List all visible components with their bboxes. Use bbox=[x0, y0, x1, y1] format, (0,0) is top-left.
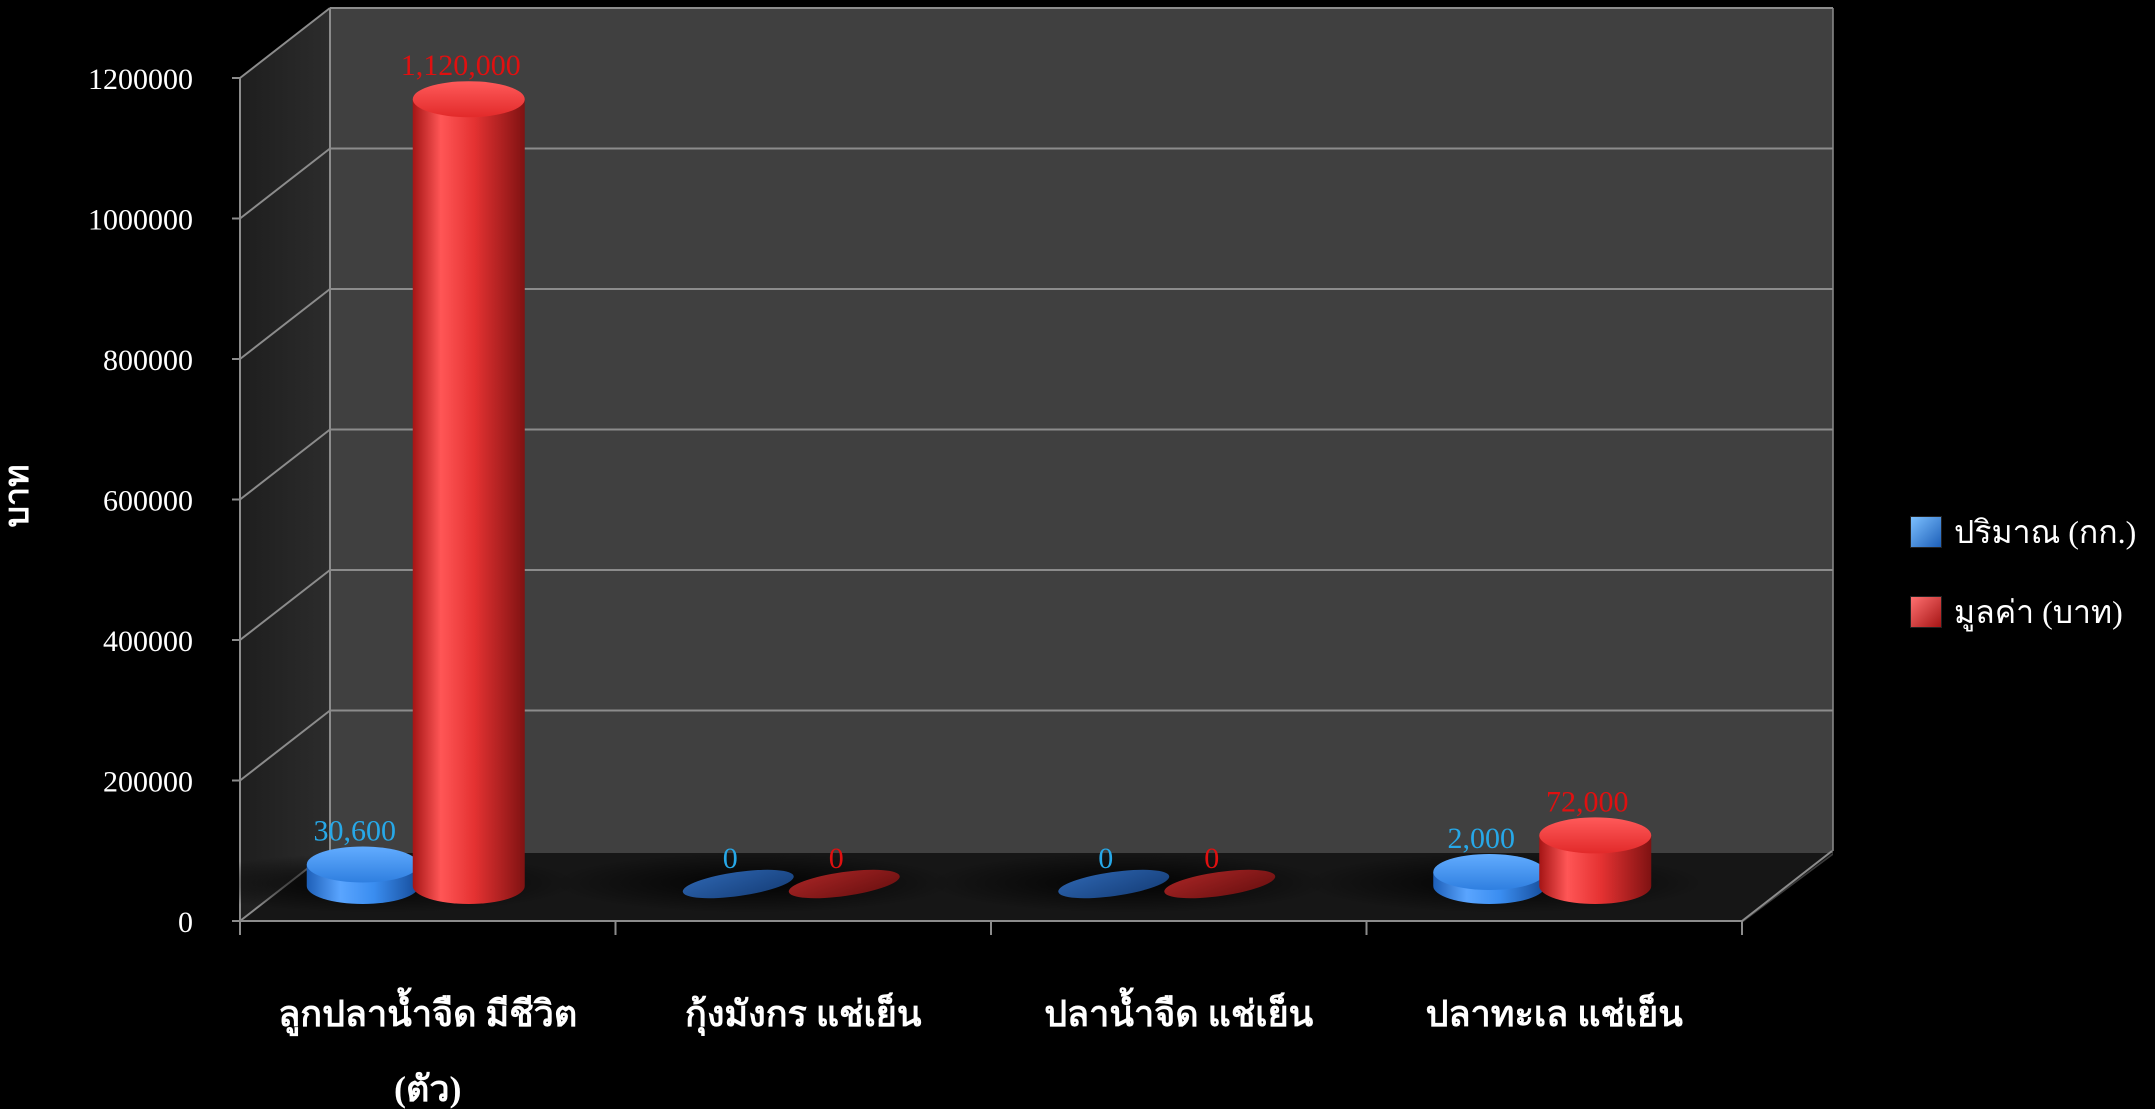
y-tick-label: 800000 bbox=[103, 344, 193, 377]
data-label: 0 bbox=[723, 842, 738, 875]
bar-top bbox=[306, 846, 419, 883]
bar-top bbox=[1433, 854, 1546, 890]
gridline-side bbox=[239, 288, 331, 360]
gridline-side bbox=[239, 428, 331, 501]
gridline-side bbox=[239, 147, 331, 220]
x-tick-label: ปลาทะเล แช่เย็น bbox=[1426, 991, 1684, 1034]
data-label: 0 bbox=[1098, 842, 1113, 875]
bar-top bbox=[412, 81, 525, 118]
x-tick-label: ปลาน้ำจืด แช่เย็น bbox=[1044, 987, 1313, 1034]
x-tick-label: (ตัว) bbox=[394, 1069, 462, 1109]
bar-top bbox=[1539, 817, 1652, 854]
gridline-side bbox=[239, 569, 331, 641]
y-tick-label: 1000000 bbox=[88, 204, 193, 237]
y-tick-label: 400000 bbox=[103, 625, 193, 658]
floor-front-edge bbox=[1742, 853, 1833, 923]
x-tick-label: กุ้งมังกร แช่เย็น bbox=[685, 991, 922, 1037]
data-label: 72,000 bbox=[1546, 785, 1629, 818]
data-label: 1,120,000 bbox=[401, 49, 521, 82]
bar-zero-disc bbox=[788, 869, 900, 899]
bar-zero-disc bbox=[1164, 869, 1276, 899]
legend-swatch-blue bbox=[1910, 516, 1942, 548]
axes bbox=[232, 7, 1834, 935]
floor-edge-right bbox=[1741, 850, 1833, 922]
bar-group bbox=[1058, 869, 1170, 899]
data-labels: 30,600 0 0 2,000 1,120,000 0 0 72,000 bbox=[314, 49, 1629, 875]
x-tick-labels: ลูกปลาน้ำจืด มีชีวิต (ตัว) กุ้งมังกร แช่เย… bbox=[278, 987, 1683, 1109]
bar-group bbox=[1164, 869, 1276, 899]
bar-body bbox=[412, 99, 525, 904]
data-label: 0 bbox=[1204, 842, 1219, 875]
data-label: 0 bbox=[829, 842, 844, 875]
bar-group bbox=[306, 846, 419, 904]
legend-swatch-red bbox=[1910, 596, 1942, 628]
y-tick-label: 200000 bbox=[103, 766, 193, 799]
bar-group bbox=[1433, 854, 1546, 904]
y-tick-label: 0 bbox=[178, 906, 193, 939]
bar-body bbox=[1539, 835, 1652, 904]
legend-item-quantity: ปริมาณ (กก.) bbox=[1910, 492, 2136, 572]
bar-group bbox=[682, 869, 794, 899]
y-tick-label: 600000 bbox=[103, 485, 193, 518]
data-label: 30,600 bbox=[314, 815, 397, 848]
bar-zero-disc bbox=[1058, 869, 1170, 899]
bars bbox=[306, 81, 1652, 904]
data-label: 2,000 bbox=[1448, 822, 1516, 855]
gridline-side bbox=[239, 7, 331, 79]
bar-zero-disc bbox=[682, 869, 794, 899]
bar-group bbox=[412, 81, 525, 904]
x-tick-label: ลูกปลาน้ำจืด มีชีวิต bbox=[278, 987, 577, 1037]
legend-item-value: มูลค่า (บาท) bbox=[1910, 572, 2136, 652]
bar-group bbox=[788, 869, 900, 899]
legend-label: มูลค่า (บาท) bbox=[1954, 593, 2123, 630]
legend: ปริมาณ (กก.) มูลค่า (บาท) bbox=[1910, 492, 2136, 652]
y-axis-title: บาท bbox=[0, 464, 36, 527]
y-tick-label: 1200000 bbox=[88, 63, 193, 96]
bar-group bbox=[1539, 817, 1652, 904]
legend-label: ปริมาณ (กก.) bbox=[1954, 513, 2137, 550]
gridline-side bbox=[239, 709, 331, 782]
y-tick-labels: 0 200000 400000 600000 800000 1000000 1200000 bbox=[88, 63, 193, 939]
